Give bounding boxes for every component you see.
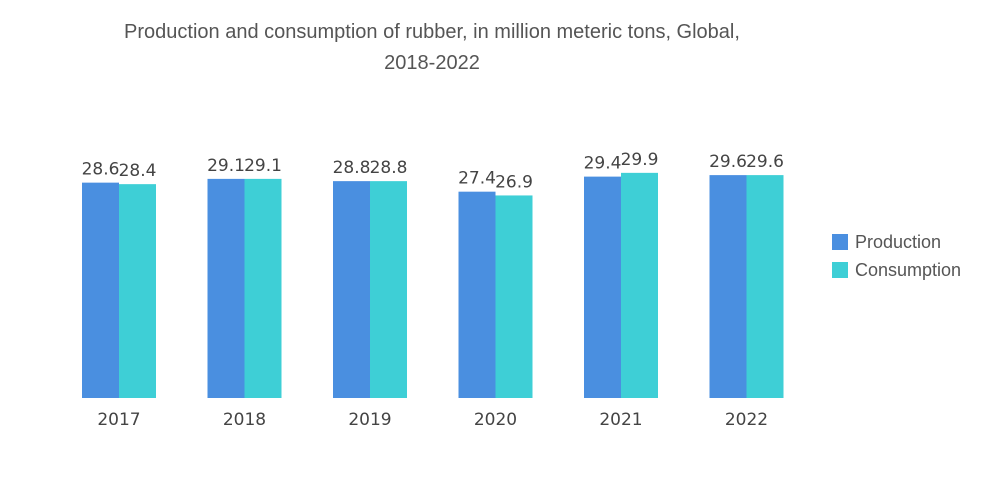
bar-production-2020 bbox=[458, 191, 496, 398]
data-label-consumption-2018: 29.1 bbox=[244, 156, 282, 176]
x-axis-ticks: 2017 2018 2019 2020 2021 2022 bbox=[97, 410, 768, 430]
bar-production-2017 bbox=[82, 182, 119, 398]
legend-label-consumption: Consumption bbox=[855, 260, 961, 280]
x-tick-label-2020: 2020 bbox=[474, 410, 517, 430]
legend-label-production: Production bbox=[855, 232, 941, 252]
bar-production-2018 bbox=[207, 178, 245, 398]
x-tick-label-2021: 2021 bbox=[599, 410, 642, 430]
data-label-production-2022: 29.6 bbox=[709, 152, 747, 172]
bar-consumption-2022 bbox=[746, 175, 784, 398]
bar-consumption-2017 bbox=[119, 184, 156, 398]
data-labels-layer: 28.6 28.4 29.1 29.1 28.8 28.8 27.4 26.9 29.4 29.9… bbox=[82, 150, 784, 193]
legend-swatch-consumption bbox=[832, 262, 848, 278]
data-label-consumption-2020: 26.9 bbox=[495, 172, 533, 192]
bar-production-2021 bbox=[584, 176, 621, 398]
bars-layer bbox=[82, 172, 784, 398]
bar-production-2019 bbox=[333, 181, 370, 398]
x-tick-label-2018: 2018 bbox=[223, 410, 266, 430]
data-label-production-2020: 27.4 bbox=[458, 169, 496, 189]
legend-swatch-production bbox=[832, 234, 848, 250]
bar-consumption-2021 bbox=[621, 172, 658, 398]
data-label-production-2017: 28.6 bbox=[82, 160, 120, 180]
bar-consumption-2019 bbox=[370, 181, 407, 398]
data-label-consumption-2021: 29.9 bbox=[621, 150, 659, 170]
x-tick-label-2017: 2017 bbox=[97, 410, 140, 430]
data-label-consumption-2022: 29.6 bbox=[746, 152, 784, 172]
bar-consumption-2018 bbox=[244, 178, 282, 398]
bar-production-2022 bbox=[709, 175, 747, 398]
data-label-consumption-2019: 28.8 bbox=[370, 158, 408, 178]
legend: Production Consumption bbox=[832, 232, 961, 280]
chart-title: Production and consumption of rubber, in… bbox=[124, 21, 740, 43]
data-label-consumption-2017: 28.4 bbox=[119, 161, 157, 181]
x-tick-label-2019: 2019 bbox=[348, 410, 391, 430]
data-label-production-2019: 28.8 bbox=[333, 158, 371, 178]
bar-consumption-2020 bbox=[495, 195, 533, 398]
data-label-production-2018: 29.1 bbox=[207, 156, 245, 176]
data-label-production-2021: 29.4 bbox=[584, 154, 622, 174]
x-tick-label-2022: 2022 bbox=[725, 410, 768, 430]
chart-subtitle: 2018-2022 bbox=[384, 52, 480, 74]
